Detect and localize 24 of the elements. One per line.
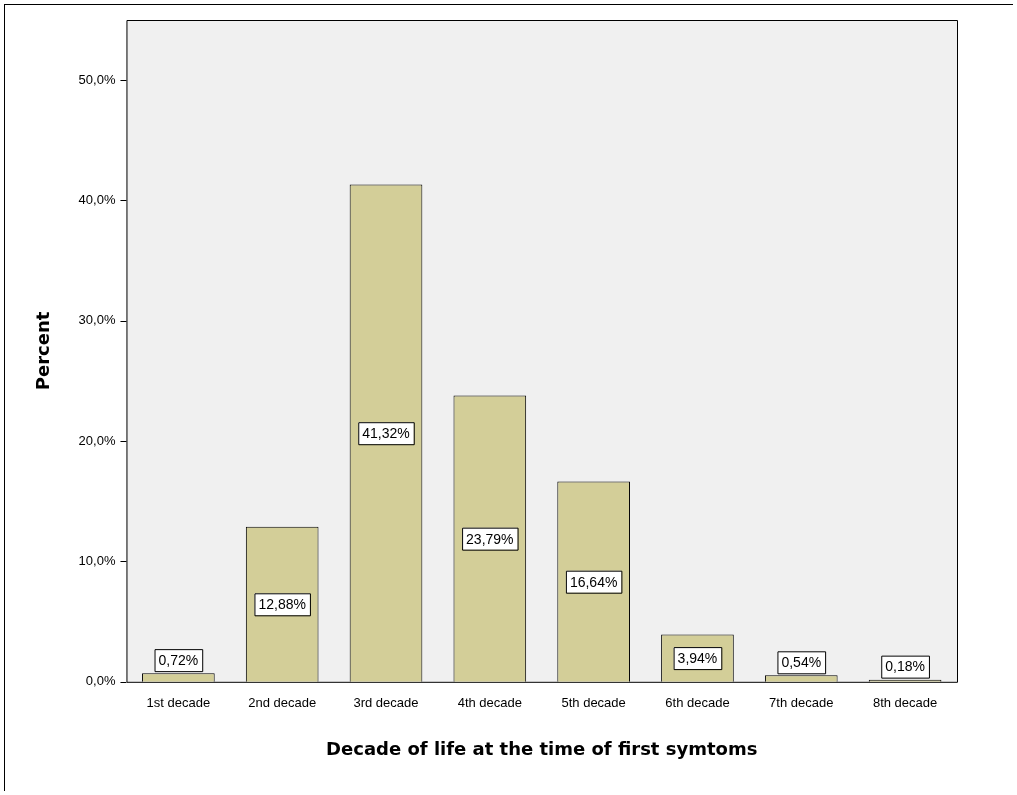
data-label: 0,72% bbox=[158, 652, 199, 668]
data-label: 0,18% bbox=[885, 658, 925, 675]
x-tick-label: 4th decade bbox=[457, 695, 522, 711]
x-tick-label: 2nd decade bbox=[248, 695, 317, 711]
x-tick-label: 1st decade bbox=[146, 695, 211, 711]
data-label: 0,54% bbox=[781, 654, 822, 671]
data-label: 16,64% bbox=[569, 573, 618, 590]
y-tick-label: 0,0% bbox=[85, 673, 116, 689]
x-tick-label: 8th decade bbox=[872, 695, 938, 711]
data-label: 3,94% bbox=[677, 649, 718, 666]
y-axis-title: Percent bbox=[32, 311, 54, 391]
y-tick-label: 50,0% bbox=[78, 71, 116, 87]
x-tick-label: 7th decade bbox=[769, 695, 834, 711]
x-tick-label: 6th decade bbox=[665, 695, 730, 711]
data-label: 23,79% bbox=[466, 530, 514, 547]
x-tick-label: 5th decade bbox=[561, 695, 626, 711]
x-tick-label: 3rd decade bbox=[353, 695, 419, 711]
data-label: 12,88% bbox=[258, 596, 306, 613]
y-tick-label: 30,0% bbox=[78, 312, 116, 328]
data-label: 41,32% bbox=[362, 425, 410, 442]
y-tick-label: 20,0% bbox=[78, 432, 116, 448]
y-tick-label: 40,0% bbox=[78, 192, 116, 208]
y-tick-label: 10,0% bbox=[78, 553, 116, 569]
x-axis-title: Decade of life at the time of first symtoms bbox=[326, 737, 758, 759]
